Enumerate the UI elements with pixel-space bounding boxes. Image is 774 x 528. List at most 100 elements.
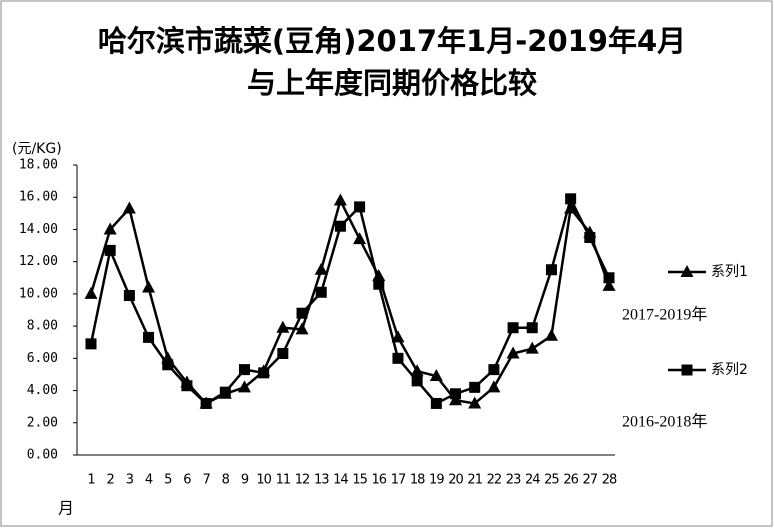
x-tick-label: 6	[183, 473, 191, 488]
x-tick-label: 21	[467, 473, 482, 488]
y-tick-label: 12.00	[19, 254, 58, 269]
triangle-marker	[602, 278, 616, 291]
triangle-marker	[333, 193, 347, 206]
y-tick-label: 16.00	[19, 190, 58, 205]
y-tick-label: 8.00	[27, 319, 58, 334]
x-tick-label: 8	[222, 473, 230, 488]
x-tick-label: 13	[314, 473, 329, 488]
x-tick-label: 14	[333, 473, 348, 488]
x-tick-label: 19	[429, 473, 444, 488]
legend-label: 系列1	[711, 264, 748, 280]
square-marker	[488, 364, 500, 376]
annotation: 2016-2018年	[622, 413, 707, 431]
square-marker	[584, 232, 596, 243]
square-marker	[430, 397, 442, 409]
x-tick-label: 16	[372, 473, 387, 488]
square-marker	[258, 367, 270, 379]
square-marker	[181, 380, 193, 392]
square-marker	[334, 220, 346, 232]
triangle-marker	[525, 341, 539, 354]
square-marker	[603, 272, 615, 284]
y-tick-label: 0.00	[27, 448, 58, 463]
square-marker	[315, 286, 327, 298]
square-marker	[450, 388, 462, 400]
square-marker	[545, 264, 557, 276]
square-marker	[123, 290, 135, 301]
x-tick-label: 3	[126, 473, 134, 488]
series-line	[89, 197, 611, 405]
square-marker	[392, 352, 404, 364]
x-tick-label: 26	[563, 473, 578, 488]
y-tick-label: 2.00	[27, 415, 58, 430]
series-line	[89, 199, 611, 405]
triangle-marker	[410, 364, 424, 377]
square-marker	[143, 331, 155, 343]
chart-title: 哈尔滨市蔬菜(豆角)2017年1月-2019年4月与上年度同期价格比较	[97, 24, 687, 100]
square-marker	[200, 397, 212, 409]
triangle-marker	[122, 201, 136, 214]
triangle-marker	[314, 262, 328, 275]
x-tick-label: 24	[525, 473, 540, 488]
y-tick-label: 18.00	[19, 158, 58, 173]
x-tick-label: 9	[241, 473, 249, 488]
y-tick-label: 14.00	[19, 222, 58, 237]
x-tick-label: 2	[107, 473, 114, 488]
x-tick-label: 4	[145, 473, 153, 488]
square-marker	[354, 201, 366, 213]
triangle-marker	[468, 396, 482, 409]
triangle-marker	[506, 346, 520, 359]
triangle-marker	[429, 369, 443, 382]
legend-marker	[680, 265, 694, 277]
x-tick-label: 11	[276, 473, 291, 488]
triangle-marker	[276, 320, 290, 333]
square-marker	[507, 322, 519, 334]
square-marker	[85, 338, 97, 350]
x-tick-label: 7	[202, 473, 210, 488]
x-tick-label: 10	[256, 473, 271, 488]
triangle-marker	[353, 232, 367, 245]
y-tick-label: 6.00	[27, 351, 58, 366]
x-tick-label: 22	[487, 473, 502, 488]
x-tick-label: 1	[87, 473, 95, 488]
x-tick-label: 12	[295, 473, 310, 488]
x-tick-label: 23	[506, 473, 521, 488]
x-tick-label: 20	[448, 473, 463, 488]
square-marker	[277, 348, 289, 359]
annotation: 2017-2019年	[622, 306, 707, 324]
x-tick-label: 17	[391, 473, 406, 488]
triangle-marker	[84, 286, 98, 299]
legend-marker	[681, 364, 693, 376]
x-tick-label: 15	[352, 473, 367, 488]
triangle-marker	[237, 380, 251, 393]
x-tick-label: 18	[410, 473, 425, 488]
triangle-marker	[103, 222, 117, 235]
triangle-marker	[295, 322, 309, 335]
y-axis-label: (元/KG)	[12, 141, 62, 157]
square-marker	[565, 193, 577, 205]
triangle-marker	[142, 280, 156, 293]
square-marker	[162, 359, 174, 371]
x-tick-label: 5	[164, 473, 172, 488]
triangle-marker	[391, 330, 405, 343]
y-tick-label: 4.00	[27, 383, 58, 398]
square-marker	[238, 364, 250, 376]
x-axis-label: 月	[58, 499, 74, 518]
triangle-marker	[487, 380, 501, 393]
triangle-marker	[544, 328, 558, 341]
x-tick-label: 28	[602, 473, 617, 488]
square-marker	[411, 375, 423, 387]
square-marker	[296, 307, 308, 319]
square-marker	[104, 244, 116, 256]
square-marker	[469, 381, 481, 393]
square-marker	[373, 278, 385, 290]
square-marker	[526, 322, 538, 334]
legend-label: 系列2	[711, 362, 748, 378]
x-tick-label: 25	[544, 473, 559, 488]
triangle-marker	[372, 269, 386, 282]
x-tick-label: 27	[583, 473, 598, 488]
y-tick-label: 10.00	[19, 286, 58, 301]
square-marker	[219, 386, 231, 398]
